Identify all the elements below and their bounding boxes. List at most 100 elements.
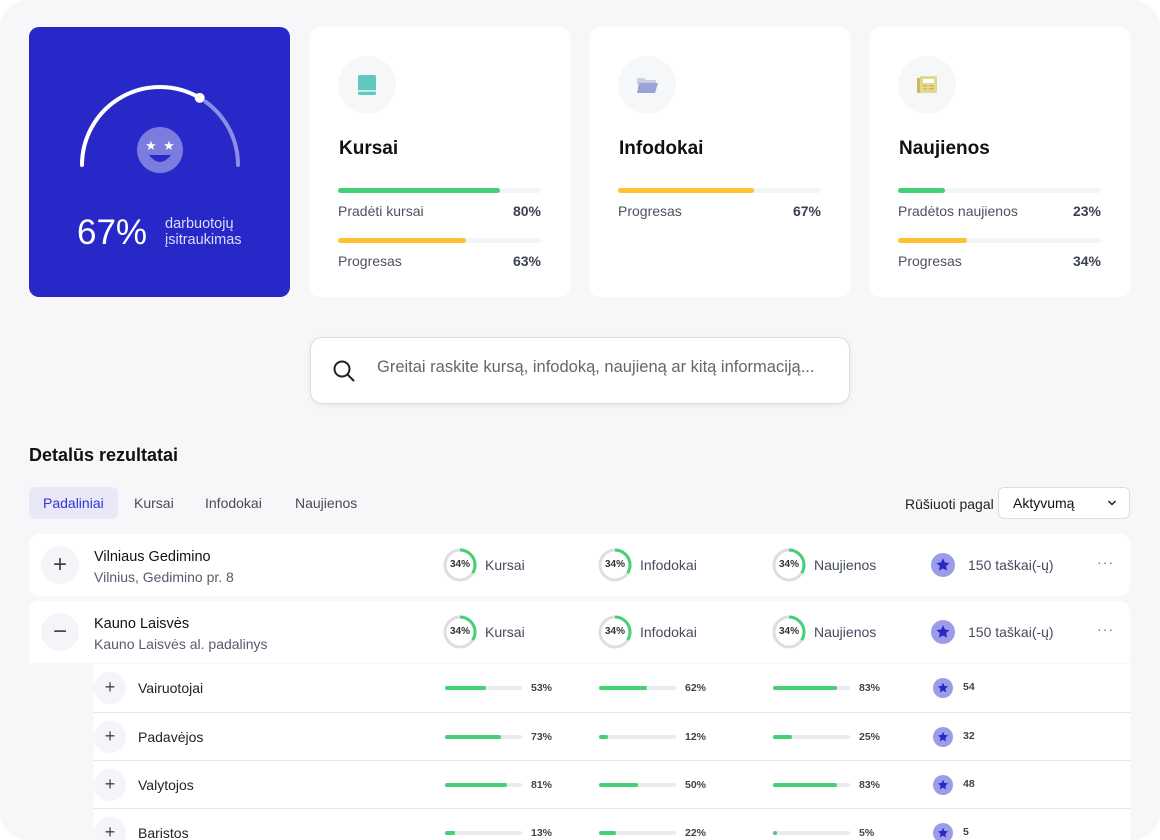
progress-fill — [445, 735, 502, 739]
chevron-down-icon — [1107, 500, 1117, 506]
star-icon — [937, 731, 949, 742]
ring-value: 34% — [449, 626, 470, 637]
gauge-progress — [80, 85, 202, 167]
progress-bar — [773, 831, 850, 835]
metric-value: 80% — [512, 203, 541, 219]
card-title: Naujienos — [899, 138, 990, 159]
folder-icon — [637, 78, 658, 93]
card-infodokai[interactable]: Infodokai Progresas 67% — [590, 27, 850, 297]
progress-fill — [618, 188, 754, 193]
team-row[interactable]: + Valytojos 81% 50% 83% 48 — [94, 760, 1130, 808]
progress-bar — [445, 735, 522, 739]
sort-select[interactable]: Aktyvumą — [998, 487, 1130, 519]
progress-value: 83% — [859, 779, 881, 791]
tab-padaliniai[interactable]: Padaliniai — [29, 487, 118, 519]
progress-ring: 34% — [598, 548, 632, 587]
progress-bar — [599, 783, 676, 787]
progress-bar — [618, 188, 821, 193]
branch-address: Vilnius, Gedimino pr. 8 — [94, 569, 234, 585]
progress-bar — [599, 686, 676, 690]
collapse-button[interactable]: − — [41, 613, 79, 651]
tab-kursai[interactable]: Kursai — [134, 495, 174, 511]
branch-row[interactable]: − Kauno Laisvės Kauno Laisvės al. padali… — [29, 601, 1130, 663]
points-badge — [931, 620, 955, 644]
metric-label: Progresas — [338, 253, 402, 269]
progress-fill — [445, 686, 486, 690]
star-icon — [937, 682, 949, 693]
progress-bar — [338, 188, 541, 193]
ring-value: 34% — [778, 559, 799, 570]
team-name: Baristos — [138, 825, 189, 840]
engagement-label-line1: darbuotojų — [165, 216, 234, 232]
progress-fill — [445, 783, 508, 787]
expand-button[interactable]: + — [94, 672, 126, 704]
progress-value: 22% — [685, 827, 707, 839]
progress-fill — [773, 686, 837, 690]
progress-bar — [599, 735, 676, 739]
branch-name: Vilniaus Gedimino — [94, 549, 211, 565]
search-icon — [333, 360, 355, 382]
team-row[interactable]: + Vairuotojai 53% 62% 83% 54 — [94, 664, 1130, 712]
branch-address: Kauno Laisvės al. padalinys — [94, 636, 268, 652]
ring-value: 34% — [604, 559, 625, 570]
metric-label: Progresas — [618, 203, 682, 219]
points-badge — [933, 823, 953, 840]
progress-bar — [445, 686, 522, 690]
stat-label: Infodokai — [640, 624, 697, 640]
team-name: Valytojos — [138, 777, 194, 793]
card-icon-circle — [618, 56, 676, 114]
engagement-label-line2: įsitraukimas — [165, 232, 242, 248]
progress-ring: 34% — [772, 548, 806, 587]
progress-value: 62% — [685, 682, 707, 694]
search-input[interactable] — [377, 358, 827, 377]
engagement-label: darbuotojų įsitraukimas — [165, 216, 242, 248]
tab-infodokai[interactable]: Infodokai — [205, 495, 262, 511]
team-name: Vairuotojai — [138, 680, 204, 696]
svg-text:★: ★ — [163, 139, 175, 154]
progress-bar — [773, 735, 850, 739]
card-naujienos[interactable]: Naujienos Pradėtos naujienos 23% Progres… — [870, 27, 1130, 297]
card-icon-circle — [898, 56, 956, 114]
engagement-value: 67% — [77, 213, 148, 252]
more-options-button[interactable]: ··· — [1097, 621, 1114, 637]
team-row[interactable]: + Padavėjos 73% 12% 25% 32 — [94, 712, 1130, 760]
star-icon — [936, 558, 950, 571]
sort-value: Aktyvumą — [1013, 495, 1075, 511]
more-options-button[interactable]: ··· — [1097, 554, 1114, 570]
progress-value: 81% — [531, 779, 553, 791]
metric-value: 63% — [512, 253, 541, 269]
points: 54 — [963, 681, 975, 693]
progress-value: 83% — [859, 682, 881, 694]
progress-value: 50% — [685, 779, 707, 791]
progress-fill — [599, 831, 616, 835]
points-badge — [931, 553, 955, 577]
tab-naujienos[interactable]: Naujienos — [295, 495, 358, 511]
search-box[interactable] — [310, 337, 850, 404]
expand-button[interactable]: + — [94, 769, 126, 801]
expand-button[interactable]: + — [41, 546, 79, 584]
progress-fill — [773, 831, 777, 835]
expand-button[interactable]: + — [94, 817, 126, 840]
progress-fill — [338, 238, 466, 243]
stat-label: Kursai — [485, 557, 525, 573]
expand-button[interactable]: + — [94, 721, 126, 753]
progress-value: 5% — [859, 827, 875, 839]
metric-value: 67% — [792, 203, 821, 219]
team-row[interactable]: + Baristos 13% 22% 5% 5 — [94, 808, 1130, 840]
card-kursai[interactable]: Kursai Pradėti kursai 80% Progresas 63% — [310, 27, 570, 297]
metric-label: Pradėti kursai — [338, 203, 424, 219]
ring-value: 34% — [778, 626, 799, 637]
progress-fill — [898, 188, 945, 193]
progress-bar — [898, 238, 1101, 243]
stat-label: Naujienos — [814, 557, 877, 573]
progress-ring: 34% — [772, 615, 806, 654]
progress-bar — [773, 686, 850, 690]
progress-bar — [599, 831, 676, 835]
metric-label: Progresas — [898, 253, 962, 269]
branch-row[interactable]: + Vilniaus Gedimino Vilnius, Gedimino pr… — [29, 534, 1130, 596]
star-icon — [936, 625, 950, 638]
progress-value: 53% — [531, 682, 553, 694]
progress-fill — [599, 783, 638, 787]
progress-value: 13% — [531, 827, 553, 839]
